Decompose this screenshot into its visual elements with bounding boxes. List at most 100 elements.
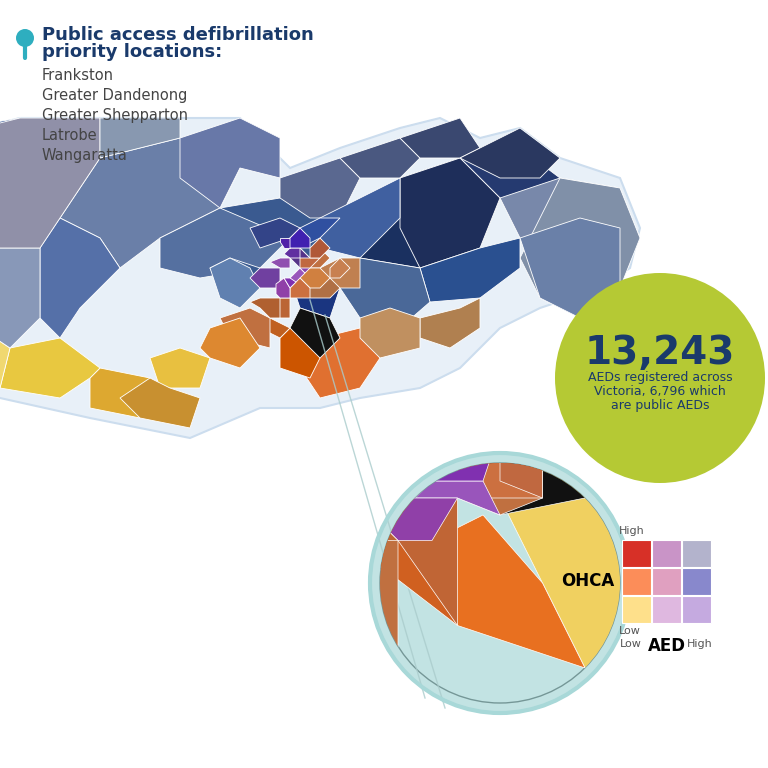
Polygon shape — [313, 515, 398, 625]
Polygon shape — [432, 430, 500, 481]
Polygon shape — [280, 328, 320, 378]
Polygon shape — [340, 258, 430, 328]
Polygon shape — [300, 258, 320, 268]
Polygon shape — [313, 396, 415, 455]
Polygon shape — [460, 128, 560, 178]
Polygon shape — [0, 228, 40, 348]
Polygon shape — [0, 118, 100, 248]
Polygon shape — [398, 396, 458, 430]
Circle shape — [16, 29, 34, 47]
Polygon shape — [340, 158, 500, 268]
Polygon shape — [180, 118, 280, 208]
Polygon shape — [372, 498, 458, 541]
Polygon shape — [432, 345, 500, 396]
Text: priority locations:: priority locations: — [42, 43, 222, 61]
Polygon shape — [500, 178, 640, 278]
Polygon shape — [330, 498, 458, 625]
Polygon shape — [542, 286, 653, 396]
Polygon shape — [400, 118, 480, 158]
Polygon shape — [458, 430, 542, 515]
Polygon shape — [260, 318, 290, 338]
Polygon shape — [276, 278, 290, 298]
Polygon shape — [400, 158, 500, 268]
Polygon shape — [542, 311, 738, 498]
Polygon shape — [313, 481, 372, 541]
Polygon shape — [398, 345, 458, 396]
Circle shape — [555, 273, 765, 483]
Text: are public AEDs: are public AEDs — [611, 399, 710, 412]
Polygon shape — [0, 338, 100, 398]
Polygon shape — [310, 238, 330, 258]
Polygon shape — [415, 481, 500, 515]
Polygon shape — [262, 541, 398, 651]
Bar — [682, 540, 711, 567]
Polygon shape — [500, 286, 568, 345]
Bar — [622, 568, 651, 595]
Text: Frankston: Frankston — [42, 68, 114, 83]
Polygon shape — [40, 218, 120, 338]
Polygon shape — [290, 248, 310, 268]
Polygon shape — [670, 260, 768, 455]
Polygon shape — [284, 248, 300, 258]
Polygon shape — [483, 286, 568, 396]
Polygon shape — [300, 268, 330, 288]
Polygon shape — [250, 298, 280, 318]
Polygon shape — [210, 258, 260, 288]
Bar — [652, 568, 681, 595]
Polygon shape — [360, 308, 420, 358]
Polygon shape — [300, 258, 320, 278]
Text: AED: AED — [648, 637, 686, 655]
Polygon shape — [520, 218, 620, 318]
Polygon shape — [90, 368, 160, 418]
Polygon shape — [458, 226, 542, 328]
Text: Wangaratta: Wangaratta — [42, 148, 128, 163]
Polygon shape — [270, 298, 290, 318]
Polygon shape — [203, 481, 287, 583]
Polygon shape — [500, 430, 542, 498]
Polygon shape — [290, 278, 310, 298]
Text: OHCA: OHCA — [561, 572, 614, 590]
Bar — [652, 596, 681, 623]
Polygon shape — [542, 200, 670, 328]
Polygon shape — [0, 118, 640, 438]
Polygon shape — [210, 258, 260, 308]
Polygon shape — [220, 178, 340, 258]
Polygon shape — [0, 328, 10, 388]
Polygon shape — [432, 515, 585, 668]
Polygon shape — [420, 238, 520, 302]
Polygon shape — [310, 248, 330, 268]
Polygon shape — [262, 413, 313, 481]
Bar — [652, 540, 681, 567]
Polygon shape — [500, 370, 768, 668]
Polygon shape — [0, 118, 100, 248]
Bar — [622, 596, 651, 623]
Polygon shape — [290, 228, 310, 248]
Polygon shape — [160, 198, 290, 278]
Text: Greater Shepparton: Greater Shepparton — [42, 108, 188, 123]
Polygon shape — [420, 298, 480, 348]
Polygon shape — [458, 345, 500, 396]
Polygon shape — [300, 328, 380, 398]
Polygon shape — [250, 268, 280, 288]
Text: Public access defibrillation: Public access defibrillation — [42, 26, 314, 44]
Polygon shape — [200, 318, 260, 368]
Text: Latrobe: Latrobe — [42, 128, 98, 143]
Polygon shape — [120, 378, 200, 428]
Polygon shape — [458, 396, 542, 498]
Bar — [682, 568, 711, 595]
Polygon shape — [220, 308, 270, 348]
Polygon shape — [320, 258, 360, 288]
Polygon shape — [270, 258, 290, 268]
Polygon shape — [0, 218, 120, 308]
Text: Greater Dandenong: Greater Dandenong — [42, 88, 187, 103]
Polygon shape — [372, 498, 458, 625]
Polygon shape — [458, 396, 500, 430]
Polygon shape — [398, 260, 458, 345]
Polygon shape — [372, 260, 458, 345]
Text: Victoria, 6,796 which: Victoria, 6,796 which — [594, 386, 726, 399]
Polygon shape — [525, 175, 627, 286]
Polygon shape — [432, 286, 500, 345]
Text: Low: Low — [619, 626, 641, 636]
Text: 13,243: 13,243 — [584, 334, 735, 372]
Polygon shape — [320, 178, 400, 258]
